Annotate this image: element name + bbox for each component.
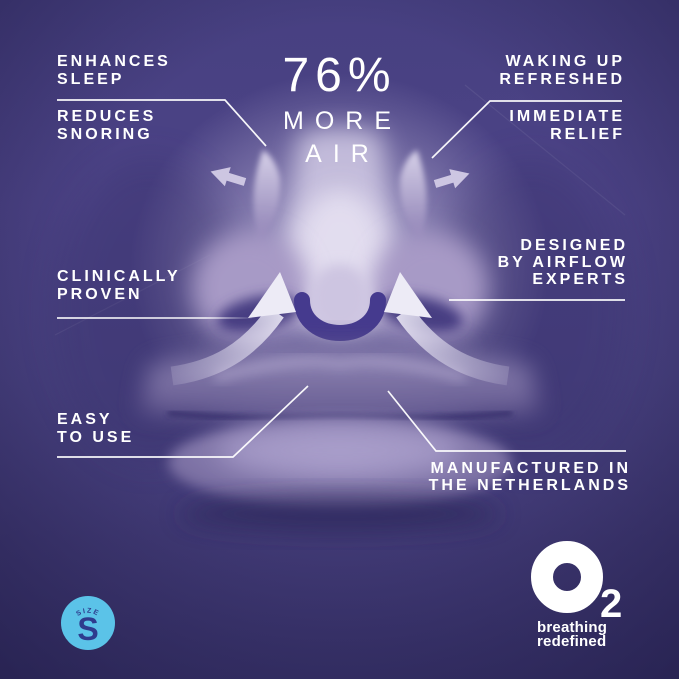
- logo-subscript: 2: [600, 582, 623, 626]
- callout-clinically-proven: CLINICALLY PROVEN: [57, 268, 181, 304]
- cupid-bow-highlight: [214, 357, 466, 382]
- callout-line: EASY: [57, 411, 113, 428]
- callout-line: REDUCES: [57, 108, 157, 125]
- lower-lip-highlight: [220, 428, 460, 472]
- callout-line: SNORING: [57, 126, 153, 143]
- logo-tagline: breathing redefined: [537, 619, 608, 650]
- callout-reduces-snoring: REDUCES SNORING: [57, 108, 156, 144]
- callout-line: BY AIRFLOW: [497, 254, 628, 271]
- leader-line-waking-up: [431, 100, 622, 159]
- size-badge: SIZE S: [61, 596, 115, 650]
- size-badge-label: SIZE: [75, 608, 99, 618]
- callout-airflow-experts: DESIGNED BY AIRFLOW EXPERTS: [498, 237, 628, 288]
- callout-line: CLINICALLY: [57, 268, 181, 285]
- callout-enhances-sleep: ENHANCES SLEEP: [57, 53, 171, 89]
- svg-text:SIZE: SIZE: [75, 608, 100, 618]
- headline-more: MORE: [283, 107, 402, 135]
- callout-line: EXPERTS: [532, 271, 628, 288]
- curved-airflow-arrow-left-icon: [170, 306, 284, 386]
- columella: [310, 264, 370, 332]
- dilator-wing-left: [253, 150, 281, 240]
- headline-air: AIR: [305, 140, 380, 168]
- arrow-up-right-icon: [433, 169, 470, 189]
- curved-airflow-arrow-right-icon: [396, 306, 510, 386]
- callout-line: RELIEF: [550, 126, 625, 143]
- callout-line: ENHANCES: [57, 53, 171, 70]
- callout-manufactured: MANUFACTURED IN THE NETHERLANDS: [429, 460, 631, 494]
- size-badge-circle: [61, 596, 115, 650]
- callout-line: PROVEN: [57, 286, 143, 303]
- curved-airflow-arrowhead-left-icon: [248, 272, 296, 318]
- callout-line: DESIGNED: [520, 237, 628, 254]
- callout-line: IMMEDIATE: [509, 108, 625, 125]
- chin-shadow: [180, 496, 500, 532]
- leader-line-manufactured: [387, 390, 626, 452]
- logo-tagline-line: redefined: [537, 632, 607, 650]
- size-badge-graphic: SIZE S: [61, 596, 115, 650]
- leader-line-enhances-sleep: [57, 99, 267, 147]
- callout-line: SLEEP: [57, 71, 125, 88]
- background-facet-line: [464, 84, 626, 216]
- callout-line: WAKING UP: [505, 53, 625, 70]
- callout-easy-to-use: EASY TO USE: [57, 411, 134, 447]
- callout-immediate-relief: IMMEDIATE RELIEF: [509, 108, 625, 144]
- callout-line: THE NETHERLANDS: [428, 477, 631, 494]
- size-badge-value: S: [77, 611, 98, 647]
- headline-stat: 76%: [282, 49, 397, 102]
- dilator-wing-right: [399, 150, 427, 240]
- mouth-line: [167, 410, 513, 421]
- leader-line-easy-to-use: [57, 385, 309, 458]
- arrow-up-left-icon: [210, 167, 247, 187]
- o-ring-icon: [531, 541, 603, 613]
- callout-line: TO USE: [57, 429, 135, 446]
- callout-line: REFRESHED: [499, 71, 625, 88]
- callout-waking-up-refreshed: WAKING UP REFRESHED: [499, 53, 625, 89]
- brand-logo: 2 breathing redefined: [520, 535, 650, 660]
- dilator-band: [294, 292, 386, 341]
- callout-line: MANUFACTURED IN: [430, 460, 631, 477]
- curved-airflow-arrowhead-right-icon: [384, 272, 432, 318]
- logo-tagline-line: breathing: [537, 619, 608, 636]
